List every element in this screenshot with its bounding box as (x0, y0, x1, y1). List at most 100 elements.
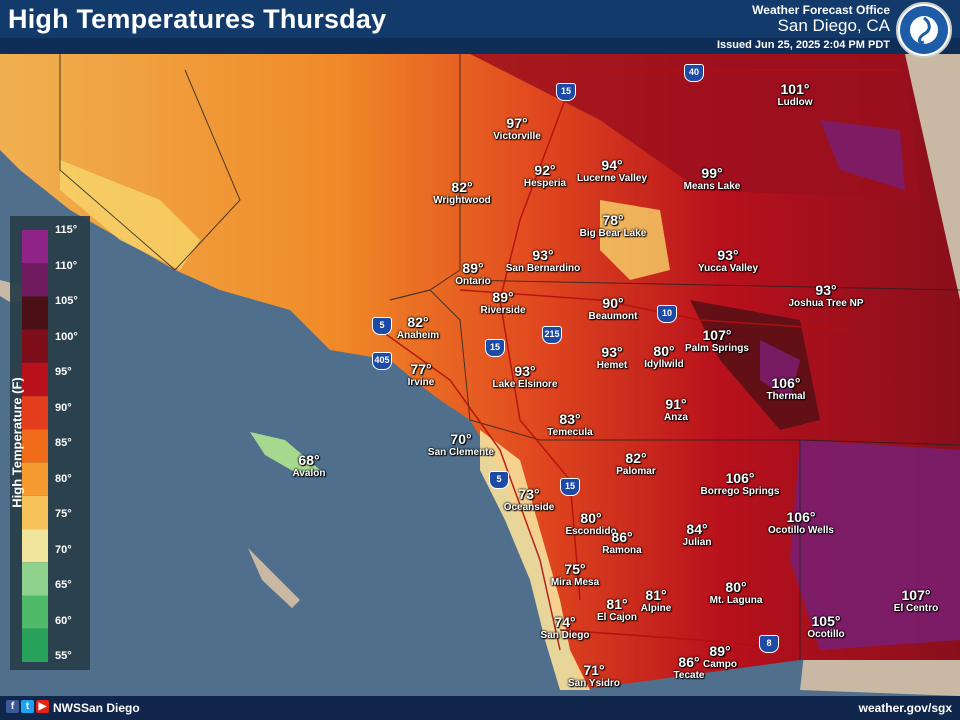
place-label: 89° Campo (703, 644, 737, 671)
legend-color-step (22, 263, 48, 297)
legend-color-step (22, 562, 48, 596)
temperature-value: 80° (725, 579, 747, 595)
place-name: Wrightwood (433, 195, 491, 206)
place-name: Ocotillo Wells (768, 525, 834, 536)
place-label: 89° Riverside (480, 290, 525, 317)
place-label: 92° Hesperia (524, 163, 566, 190)
place-name: Hesperia (523, 178, 567, 189)
place-label: 84° Julian (683, 522, 712, 549)
interstate-number: 15 (564, 481, 575, 491)
temperature-value: 97° (506, 115, 528, 131)
place-name: Lake Elsinore (492, 379, 558, 390)
legend-color-step (22, 495, 48, 530)
header-bar (0, 0, 960, 38)
place-label: 106° Ocotillo Wells (768, 510, 834, 537)
place-label: 68° Avalon (293, 453, 326, 480)
temperature-value: 73° (518, 486, 540, 502)
place-name: Thermal (766, 391, 806, 402)
place-label: 93° San Bernardino (506, 248, 580, 275)
facebook-icon[interactable]: f (6, 700, 19, 713)
legend-tick-label: 110° (55, 259, 78, 272)
interstate-number: 15 (489, 342, 500, 352)
place-label: 70° San Clemente (428, 432, 494, 459)
catalina-island (250, 432, 320, 475)
place-name: Hemet (596, 360, 628, 371)
place-name: San Clemente (427, 447, 495, 458)
legend-color-step (22, 462, 48, 496)
place-name: Tecate (673, 670, 705, 681)
subheader-bar (0, 38, 960, 54)
place-name: Yucca Valley (697, 263, 759, 274)
place-name: Borrego Springs (700, 486, 780, 497)
legend-title: High Temperature (F) (9, 377, 25, 508)
place-name: Alpine (640, 603, 672, 614)
temperature-value: 77° (410, 361, 432, 377)
temperature-value: 106° (786, 509, 816, 525)
office-label: Weather Forecast Office (752, 3, 890, 17)
temperature-value: 86° (611, 529, 633, 545)
place-label: 105° Ocotillo (807, 614, 844, 641)
website-link[interactable]: weather.gov/sgx (858, 701, 952, 715)
legend-colorbar (22, 230, 48, 662)
temperature-value: 90° (602, 295, 624, 311)
place-label: 91° Anza (664, 397, 688, 424)
twitter-icon[interactable]: t (21, 700, 34, 713)
interstate-shield-icon: 15 (556, 83, 576, 101)
youtube-icon[interactable]: ▶ (36, 700, 49, 713)
place-label: 80° Idyllwild (644, 344, 683, 371)
place-name: San Diego (540, 630, 590, 641)
temperature-value: 75° (564, 561, 586, 577)
place-name: Julian (682, 537, 712, 548)
place-name: Means Lake (683, 181, 741, 192)
legend-color-step (22, 362, 48, 397)
temperature-value: 91° (665, 396, 687, 412)
place-label: 71° San Ysidro (568, 663, 620, 690)
temperature-value: 82° (451, 179, 473, 195)
hottest-zone-ludlow (820, 120, 905, 190)
place-name: Anaheim (396, 330, 440, 341)
place-label: 86° Tecate (674, 655, 705, 682)
interstate-shield-icon: 8 (759, 635, 779, 653)
social-handle[interactable]: NWSSan Diego (53, 701, 140, 715)
place-label: 82° Palomar (616, 451, 655, 478)
legend-color-step (22, 628, 48, 662)
interstate-shield-icon: 405 (372, 352, 392, 370)
hottest-zone-imperial (790, 440, 960, 650)
place-label: 94° Lucerne Valley (577, 158, 647, 185)
temperature-value: 68° (298, 452, 320, 468)
legend-tick-label: 60° (55, 614, 72, 627)
place-label: 106° Thermal (767, 376, 806, 403)
place-label: 101° Ludlow (778, 82, 813, 109)
interstate-shield-icon: 15 (485, 339, 505, 357)
temperature-value: 94° (601, 157, 623, 173)
place-name: Ludlow (777, 97, 813, 108)
temperature-value: 86° (678, 654, 700, 670)
place-name: Riverside (480, 305, 526, 316)
temperature-value: 80° (580, 510, 602, 526)
legend-tick-label: 90° (55, 401, 72, 414)
place-name: Palm Springs (685, 343, 749, 354)
temperature-value: 105° (811, 613, 841, 629)
place-label: 97° Victorville (493, 116, 541, 143)
temperature-value: 93° (815, 282, 837, 298)
place-label: 106° Borrego Springs (701, 471, 780, 498)
place-name: Palomar (616, 466, 656, 477)
issued-timestamp: Issued Jun 25, 2025 2:04 PM PDT (716, 39, 890, 51)
highways (379, 69, 900, 651)
legend-tick-label: 105° (55, 295, 78, 307)
interstate-shield-icon: 10 (657, 305, 677, 323)
interstate-shield-icon: 215 (542, 326, 562, 344)
place-name: Mt. Laguna (709, 595, 763, 606)
temperature-value: 81° (645, 587, 667, 603)
place-label: 90° Beaumont (589, 296, 638, 323)
place-label: 74° San Diego (541, 615, 590, 642)
temperature-value: 93° (717, 247, 739, 263)
temperature-value: 106° (771, 375, 801, 391)
temperature-value: 71° (583, 662, 605, 678)
temperature-value: 93° (514, 363, 536, 379)
legend-color-step (22, 329, 48, 363)
place-label: 93° Joshua Tree NP (788, 283, 863, 310)
place-name: El Centro (893, 603, 939, 614)
legend-tick-label: 85° (55, 437, 72, 449)
temperature-value: 106° (725, 470, 755, 486)
